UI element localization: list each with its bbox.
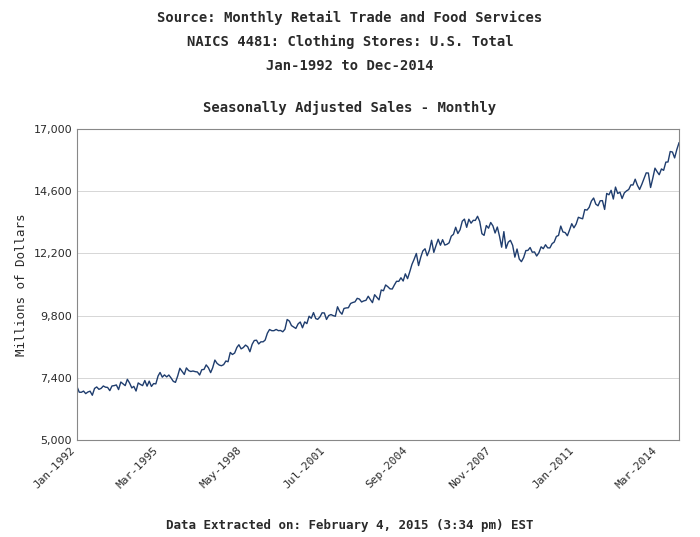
Text: Source: Monthly Retail Trade and Food Services: Source: Monthly Retail Trade and Food Se…: [158, 11, 542, 25]
Text: Data Extracted on: February 4, 2015 (3:34 pm) EST: Data Extracted on: February 4, 2015 (3:3…: [167, 519, 533, 532]
Y-axis label: Millions of Dollars: Millions of Dollars: [15, 213, 28, 356]
Text: Jan-1992 to Dec-2014: Jan-1992 to Dec-2014: [266, 59, 434, 73]
Text: Seasonally Adjusted Sales - Monthly: Seasonally Adjusted Sales - Monthly: [204, 101, 496, 115]
Text: NAICS 4481: Clothing Stores: U.S. Total: NAICS 4481: Clothing Stores: U.S. Total: [187, 35, 513, 49]
